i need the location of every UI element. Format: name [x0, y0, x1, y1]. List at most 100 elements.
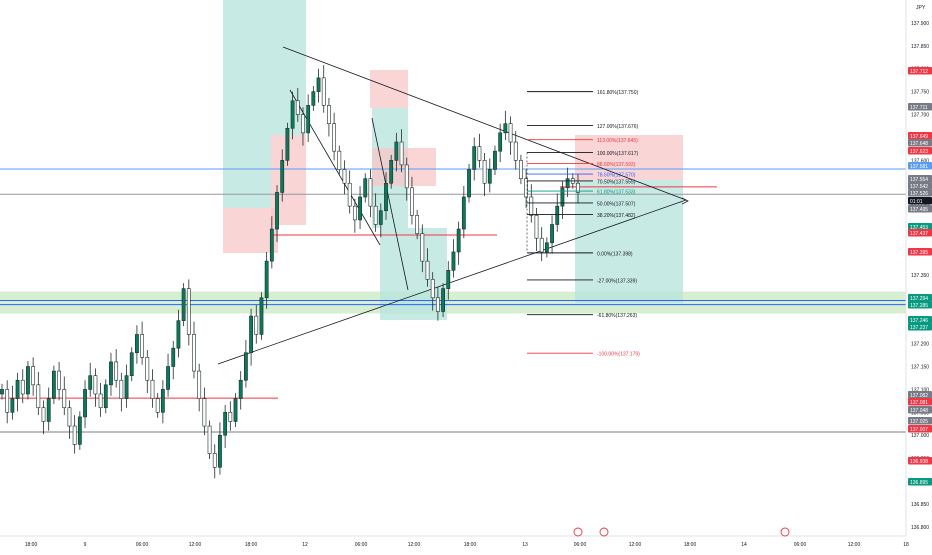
- candle-body[interactable]: [373, 205, 378, 225]
- trendline-upper[interactable]: [282, 46, 687, 201]
- candle-body[interactable]: [119, 379, 124, 399]
- candle-body[interactable]: [565, 178, 570, 189]
- candle-body[interactable]: [150, 379, 155, 399]
- candle-body[interactable]: [352, 205, 357, 221]
- candle-body[interactable]: [327, 105, 331, 124]
- candle-body[interactable]: [218, 434, 222, 468]
- candle-body[interactable]: [290, 100, 295, 129]
- news-icon[interactable]: [780, 527, 790, 537]
- trendline-swing[interactable]: [289, 89, 381, 246]
- candle-body[interactable]: [15, 379, 20, 399]
- candle-body[interactable]: [93, 375, 98, 395]
- candle-body[interactable]: [446, 269, 451, 289]
- candle-body[interactable]: [114, 361, 119, 381]
- candle-body[interactable]: [425, 260, 430, 280]
- candle-body[interactable]: [0, 389, 4, 395]
- candle-body[interactable]: [83, 389, 87, 418]
- candle-body[interactable]: [337, 150, 342, 170]
- candle-body[interactable]: [36, 384, 41, 409]
- candle-body[interactable]: [160, 389, 165, 413]
- candle-body[interactable]: [254, 315, 259, 335]
- candle-body[interactable]: [212, 453, 217, 468]
- candle-body[interactable]: [57, 370, 61, 390]
- candle-body[interactable]: [238, 379, 243, 399]
- short-zone[interactable]: [223, 208, 278, 253]
- candle-body[interactable]: [508, 123, 513, 143]
- candle-body[interactable]: [140, 334, 145, 358]
- short-zone[interactable]: [372, 148, 436, 186]
- candle-body[interactable]: [363, 178, 368, 198]
- candle-body[interactable]: [321, 77, 326, 106]
- candle-body[interactable]: [306, 105, 311, 134]
- candle-body[interactable]: [399, 141, 404, 166]
- candle-body[interactable]: [487, 169, 492, 184]
- candle-body[interactable]: [31, 366, 36, 386]
- trendline-swing[interactable]: [371, 117, 409, 291]
- candle-body[interactable]: [524, 178, 529, 198]
- candle-body[interactable]: [41, 407, 46, 422]
- candle-body[interactable]: [550, 224, 554, 244]
- candle-body[interactable]: [166, 366, 170, 390]
- candle-body[interactable]: [223, 412, 228, 436]
- long-zone[interactable]: [223, 0, 271, 208]
- candle-body[interactable]: [295, 100, 300, 115]
- candle-body[interactable]: [482, 160, 487, 184]
- short-zone[interactable]: [370, 70, 408, 108]
- candle-body[interactable]: [145, 357, 150, 381]
- candle-body[interactable]: [384, 182, 388, 212]
- candle-body[interactable]: [519, 160, 523, 179]
- candle-body[interactable]: [259, 297, 264, 335]
- short-zone[interactable]: [575, 135, 683, 180]
- candle-body[interactable]: [435, 297, 440, 312]
- candle-body[interactable]: [51, 370, 56, 399]
- candle-body[interactable]: [10, 398, 15, 413]
- candle-body[interactable]: [378, 210, 383, 225]
- candle-body[interactable]: [498, 132, 503, 152]
- candle-body[interactable]: [555, 205, 560, 225]
- candle-body[interactable]: [560, 187, 565, 207]
- candle-body[interactable]: [197, 370, 202, 399]
- candle-body[interactable]: [243, 352, 248, 381]
- candle-body[interactable]: [493, 150, 497, 170]
- support-zone[interactable]: [0, 291, 906, 314]
- candle-body[interactable]: [358, 196, 362, 221]
- candle-body[interactable]: [467, 169, 471, 198]
- candle-body[interactable]: [576, 182, 580, 193]
- long-zone[interactable]: [271, 0, 306, 135]
- candle-body[interactable]: [176, 320, 181, 349]
- candle-body[interactable]: [332, 123, 337, 152]
- candle-body[interactable]: [342, 169, 347, 184]
- candle-body[interactable]: [264, 260, 269, 299]
- candle-body[interactable]: [430, 279, 435, 299]
- candle-body[interactable]: [46, 398, 51, 422]
- candle-body[interactable]: [62, 389, 67, 409]
- candle-body[interactable]: [171, 347, 176, 367]
- candle-body[interactable]: [280, 160, 285, 193]
- candle-body[interactable]: [26, 366, 30, 395]
- candle-body[interactable]: [534, 215, 539, 239]
- candle-body[interactable]: [394, 141, 399, 161]
- candle-body[interactable]: [269, 228, 274, 262]
- candle-body[interactable]: [316, 77, 321, 92]
- candle-body[interactable]: [347, 182, 352, 207]
- trendline-lower[interactable]: [217, 199, 687, 365]
- candle-body[interactable]: [109, 361, 113, 386]
- candle-body[interactable]: [249, 315, 253, 354]
- candle-body[interactable]: [77, 416, 82, 445]
- candle-body[interactable]: [72, 425, 77, 445]
- candle-body[interactable]: [410, 187, 414, 216]
- alert-clock-icon[interactable]: [599, 527, 609, 537]
- candle-body[interactable]: [451, 251, 456, 271]
- candle-body[interactable]: [389, 160, 394, 184]
- candle-body[interactable]: [20, 379, 25, 395]
- candle-body[interactable]: [513, 141, 518, 161]
- candle-body[interactable]: [420, 233, 425, 262]
- candle-body[interactable]: [285, 127, 290, 161]
- candle-body[interactable]: [192, 334, 196, 372]
- candle-body[interactable]: [404, 164, 409, 189]
- candle-body[interactable]: [88, 375, 93, 390]
- candle-body[interactable]: [503, 123, 508, 134]
- candle-body[interactable]: [368, 178, 373, 207]
- candle-body[interactable]: [129, 352, 134, 376]
